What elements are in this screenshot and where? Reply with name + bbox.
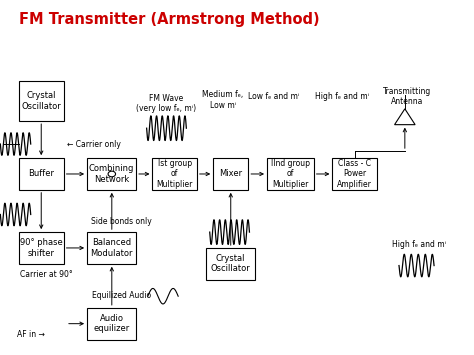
- FancyBboxPatch shape: [267, 158, 314, 190]
- FancyBboxPatch shape: [213, 158, 248, 190]
- Text: Combining
Network: Combining Network: [89, 164, 134, 184]
- Text: Medium fₑ,
Low mⁱ: Medium fₑ, Low mⁱ: [202, 90, 243, 110]
- Text: Mixer: Mixer: [219, 169, 242, 179]
- Text: High fₑ and mⁱ: High fₑ and mⁱ: [392, 240, 446, 249]
- Text: Crystal
Oscillator: Crystal Oscillator: [22, 91, 61, 111]
- Text: Side bonds only: Side bonds only: [91, 217, 152, 226]
- Text: Equilized Audio: Equilized Audio: [91, 291, 151, 300]
- Text: Carrier at 90°: Carrier at 90°: [20, 270, 73, 279]
- FancyBboxPatch shape: [19, 158, 64, 190]
- Text: Crystal
Oscillator: Crystal Oscillator: [211, 254, 251, 273]
- FancyBboxPatch shape: [19, 81, 64, 121]
- Text: High fₑ and mⁱ: High fₑ and mⁱ: [315, 92, 369, 101]
- FancyBboxPatch shape: [332, 158, 377, 190]
- Text: Class - C
Power
Amplifier: Class - C Power Amplifier: [337, 159, 372, 189]
- FancyBboxPatch shape: [19, 232, 64, 264]
- Text: ← Carrier only: ← Carrier only: [67, 140, 121, 148]
- FancyBboxPatch shape: [87, 232, 136, 264]
- Circle shape: [108, 171, 116, 177]
- FancyBboxPatch shape: [206, 248, 255, 280]
- Text: 90° phase
shifter: 90° phase shifter: [20, 238, 63, 258]
- Text: FM Transmitter (Armstrong Method): FM Transmitter (Armstrong Method): [19, 12, 320, 27]
- Text: IInd group
of
Multiplier: IInd group of Multiplier: [271, 159, 310, 189]
- Text: FM Wave
(very low fₑ, mⁱ): FM Wave (very low fₑ, mⁱ): [137, 94, 197, 113]
- FancyBboxPatch shape: [153, 158, 197, 190]
- Text: Audio
equilizer: Audio equilizer: [93, 314, 130, 333]
- Text: AF in →: AF in →: [17, 330, 45, 339]
- Text: Buffer: Buffer: [28, 169, 55, 179]
- Text: Ist group
of
Multiplier: Ist group of Multiplier: [156, 159, 193, 189]
- FancyBboxPatch shape: [87, 158, 136, 190]
- Text: Transmitting
Antenna: Transmitting Antenna: [383, 87, 431, 106]
- Text: Balanced
Modulator: Balanced Modulator: [91, 238, 133, 258]
- Text: Low fₑ and mⁱ: Low fₑ and mⁱ: [248, 92, 300, 101]
- FancyBboxPatch shape: [87, 308, 136, 339]
